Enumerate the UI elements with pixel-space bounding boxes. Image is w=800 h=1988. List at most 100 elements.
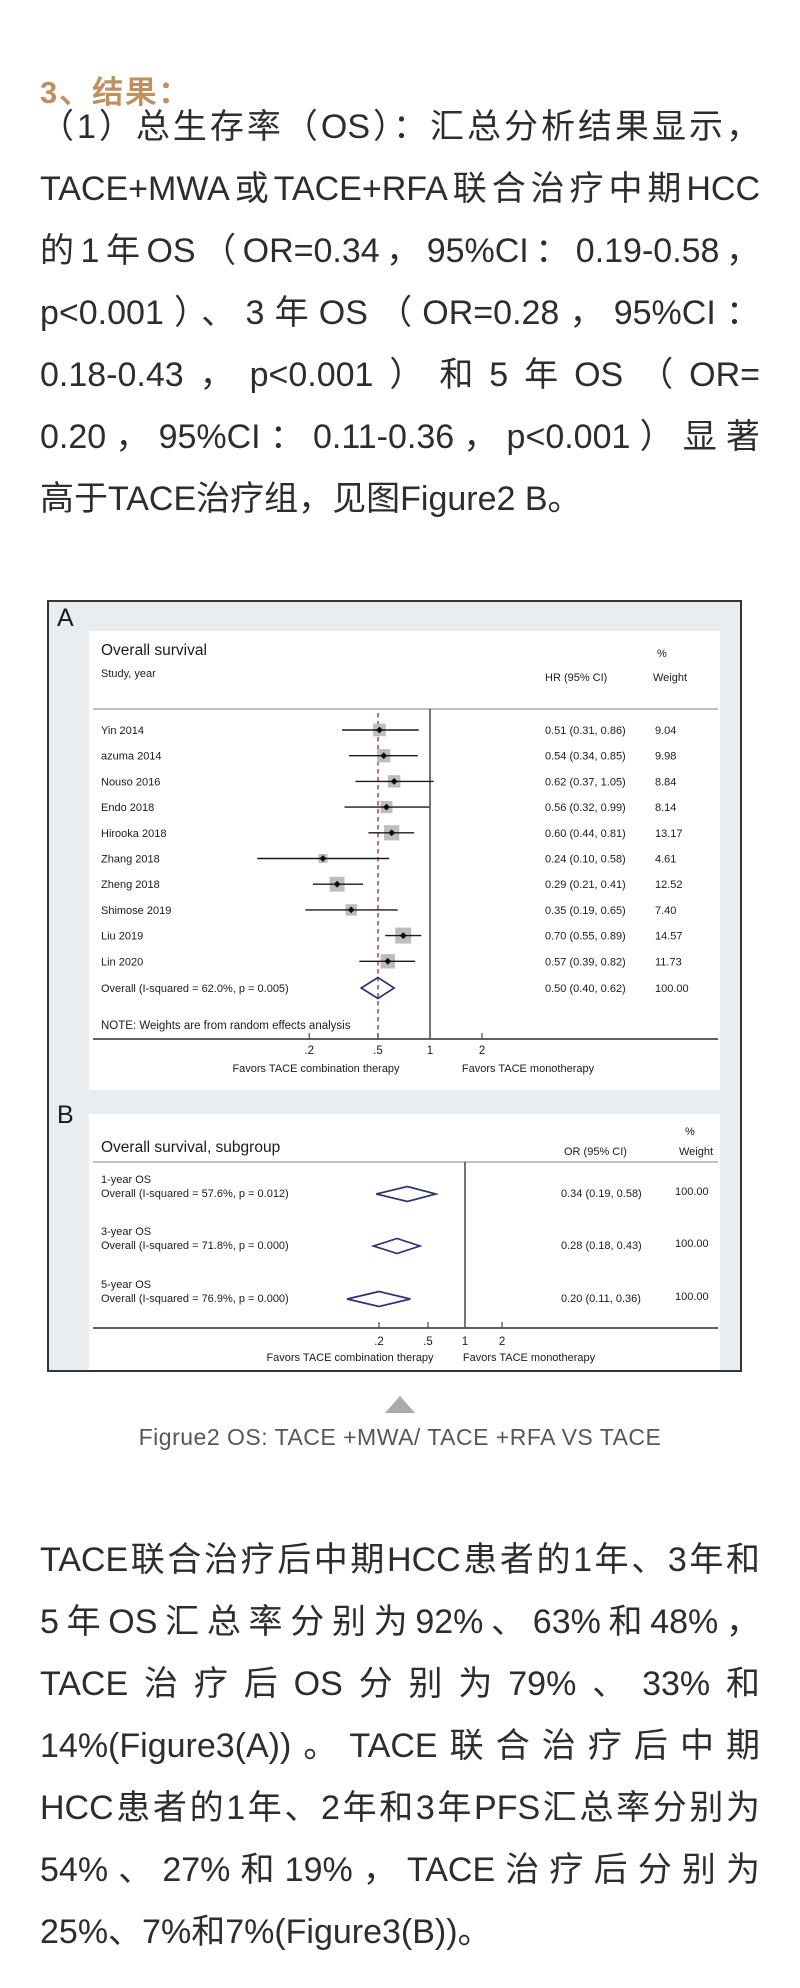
forest-row: azuma 2014 0.54 (0.34, 0.85) 9.98 <box>101 749 676 763</box>
text-line: TACE联合治疗后中期HCC患者的1年、3年和 <box>40 1541 760 1579</box>
subgroup-diamond <box>376 1185 440 1203</box>
effect-text: 0.24 (0.10, 0.58) <box>545 854 626 866</box>
text-line: 高于TACE治疗组，见图Figure2 B。 <box>40 480 582 518</box>
subgroup-label: Overall (I-squared = 76.9%, p = 0.000) <box>101 1293 289 1305</box>
weight-text: 4.61 <box>655 854 676 866</box>
text-line: TACE+MWA或TACE+RFA联合治疗中期HCC <box>40 170 760 208</box>
effect-text: 0.51 (0.31, 0.86) <box>545 725 626 737</box>
overall-effect-text: 0.50 (0.40, 0.62) <box>545 983 626 995</box>
subgroup-name: 3-year OS <box>101 1226 151 1238</box>
effect-text: 0.20 (0.11, 0.36) <box>561 1293 641 1305</box>
point-estimate <box>384 957 392 965</box>
point-estimate <box>399 932 407 939</box>
forest-row: Endo 2018 0.56 (0.32, 0.99) 8.14 <box>101 801 676 814</box>
column-study-year: Study, year <box>101 668 156 680</box>
forest-row: Liu 2019 0.70 (0.55, 0.89) 14.57 <box>101 927 683 944</box>
study-label: Lin 2020 <box>101 956 143 968</box>
text-line: 的1年OS（OR=0.34，95%CI：0.19-0.58， <box>40 232 760 270</box>
favors-left-label: Favors TACE combination therapy <box>232 1063 400 1075</box>
forest-panel-a: A Overall survival Study, year HR (95% CI)%… <box>57 604 720 1090</box>
point-estimate <box>388 829 396 837</box>
forest-row: Zhang 2018 0.24 (0.10, 0.58) 4.61 <box>101 854 676 866</box>
forest-row: Hirooka 2018 0.60 (0.44, 0.81) 13.17 <box>101 825 683 841</box>
column-pct: % <box>685 1126 695 1138</box>
weight-text: 14.57 <box>655 931 683 943</box>
favors-right-label: Favors TACE monotherapy <box>462 1063 595 1075</box>
effect-text: 0.54 (0.34, 0.85) <box>545 751 626 763</box>
point-estimate <box>319 855 327 862</box>
panel-a-title: Overall survival <box>101 642 207 659</box>
text-line: 0.18-0.43，p<0.001）和5年OS（OR= <box>40 356 760 394</box>
effect-text: 0.34 (0.19, 0.58) <box>561 1188 642 1200</box>
forest-overall-row: Overall (I-squared = 62.0%, p = 0.005) 0.… <box>101 976 689 1000</box>
point-estimate <box>376 726 383 734</box>
text-line: 54%、27%和19%，TACE治疗后分别为 <box>40 1851 760 1889</box>
point-estimate <box>347 906 355 914</box>
weight-text: 9.04 <box>655 725 676 737</box>
effect-text: 0.56 (0.32, 0.99) <box>545 802 626 814</box>
effect-text: 0.28 (0.18, 0.43) <box>561 1240 642 1252</box>
x-tick-label: .2 <box>304 1045 314 1057</box>
subgroup-label: Overall (I-squared = 57.6%, p = 0.012) <box>101 1188 289 1200</box>
study-label: Liu 2019 <box>101 931 143 943</box>
column-or-ci: OR (95% CI) <box>564 1146 627 1158</box>
column-pct: % <box>657 648 667 660</box>
paragraph-os-results: （1）总生存率（OS）：汇总分析结果显示， TACE+MWA或TACE+RFA联合… <box>40 96 760 530</box>
figure-caption: Figrue2 OS: TACE +MWA/ TACE +RFA VS TACE <box>138 1424 662 1450</box>
panel-a-letter: A <box>57 604 74 632</box>
text-line: 5年OS汇总率分别为92%、63%和48%， <box>40 1603 760 1641</box>
forest-row: Yin 2014 0.51 (0.31, 0.86) 9.04 <box>101 723 676 737</box>
column-weight: Weight <box>653 672 687 684</box>
forest-row: Zheng 2018 0.29 (0.21, 0.41) 12.52 <box>101 876 683 892</box>
x-tick-label: .5 <box>373 1045 383 1057</box>
weight-text: 11.73 <box>655 956 682 968</box>
weight-text: 9.98 <box>655 751 676 763</box>
text-line: HCC患者的1年、2年和3年PFS汇总率分别为 <box>40 1789 760 1827</box>
text-line: 0.20，95%CI：0.11-0.36，p<0.001）显著 <box>40 418 760 456</box>
forest-subgroup-row: 3-year OS Overall (I-squared = 71.8%, p =… <box>101 1226 709 1255</box>
weight-text: 8.14 <box>655 802 676 814</box>
text-line: 14%(Figure3(A))。TACE联合治疗后中期 <box>40 1727 760 1765</box>
point-estimate <box>333 880 341 888</box>
point-estimate <box>380 752 388 760</box>
effect-text: 0.57 (0.39, 0.82) <box>545 956 626 968</box>
forest-row: Shimose 2019 0.35 (0.19, 0.65) 7.40 <box>101 904 676 917</box>
overall-diamond <box>359 976 396 1000</box>
study-label: Endo 2018 <box>101 802 154 814</box>
weight-text: 100.00 <box>675 1186 709 1198</box>
effect-text: 0.62 (0.37, 1.05) <box>545 776 626 788</box>
forest-plot-svg: A Overall survival Study, year HR (95% CI)%… <box>57 604 720 1370</box>
forest-row: Lin 2020 0.57 (0.39, 0.82) 11.73 <box>101 954 682 969</box>
weight-text: 7.40 <box>655 905 676 917</box>
study-label: azuma 2014 <box>101 751 162 763</box>
subgroup-name: 5-year OS <box>101 1279 151 1291</box>
weight-text: 12.52 <box>655 879 683 891</box>
weight-text: 100.00 <box>675 1291 709 1303</box>
study-label: Shimose 2019 <box>101 905 171 917</box>
effect-text: 0.29 (0.21, 0.41) <box>545 879 626 891</box>
weight-text: 100.00 <box>675 1238 709 1250</box>
subgroup-diamond <box>370 1237 423 1255</box>
subgroup-diamond <box>346 1290 411 1308</box>
study-label: Zheng 2018 <box>101 879 160 891</box>
overall-weight-text: 100.00 <box>655 983 689 995</box>
weight-text: 13.17 <box>655 828 683 840</box>
effect-text: 0.35 (0.19, 0.65) <box>545 905 626 917</box>
caption-triangle-icon <box>385 1396 415 1413</box>
forest-subgroup-row: 5-year OS Overall (I-squared = 76.9%, p =… <box>101 1279 709 1308</box>
text-line: 25%、7%和7%(Figure3(B))。 <box>40 1913 492 1951</box>
figure2-forest-plots: A Overall survival Study, year HR (95% CI)%… <box>47 600 742 1372</box>
x-tick-label: .2 <box>374 1336 384 1348</box>
favors-right-label: Favors TACE monotherapy <box>463 1352 596 1364</box>
point-estimate <box>383 803 390 811</box>
study-label: Nouso 2016 <box>101 776 160 788</box>
text-line: p<0.001）、3年OS（OR=0.28，95%CI： <box>40 294 760 332</box>
forest-subgroup-row: 1-year OS Overall (I-squared = 57.6%, p =… <box>101 1174 709 1203</box>
x-tick-label: 2 <box>479 1045 485 1057</box>
study-label: Hirooka 2018 <box>101 828 166 840</box>
note-text: NOTE: Weights are from random effects an… <box>101 1020 351 1032</box>
point-estimate <box>390 778 398 785</box>
x-tick-label: 2 <box>499 1336 505 1348</box>
forest-row: Nouso 2016 0.62 (0.37, 1.05) 8.84 <box>101 775 676 788</box>
panel-b-title: Overall survival, subgroup <box>101 1139 280 1156</box>
